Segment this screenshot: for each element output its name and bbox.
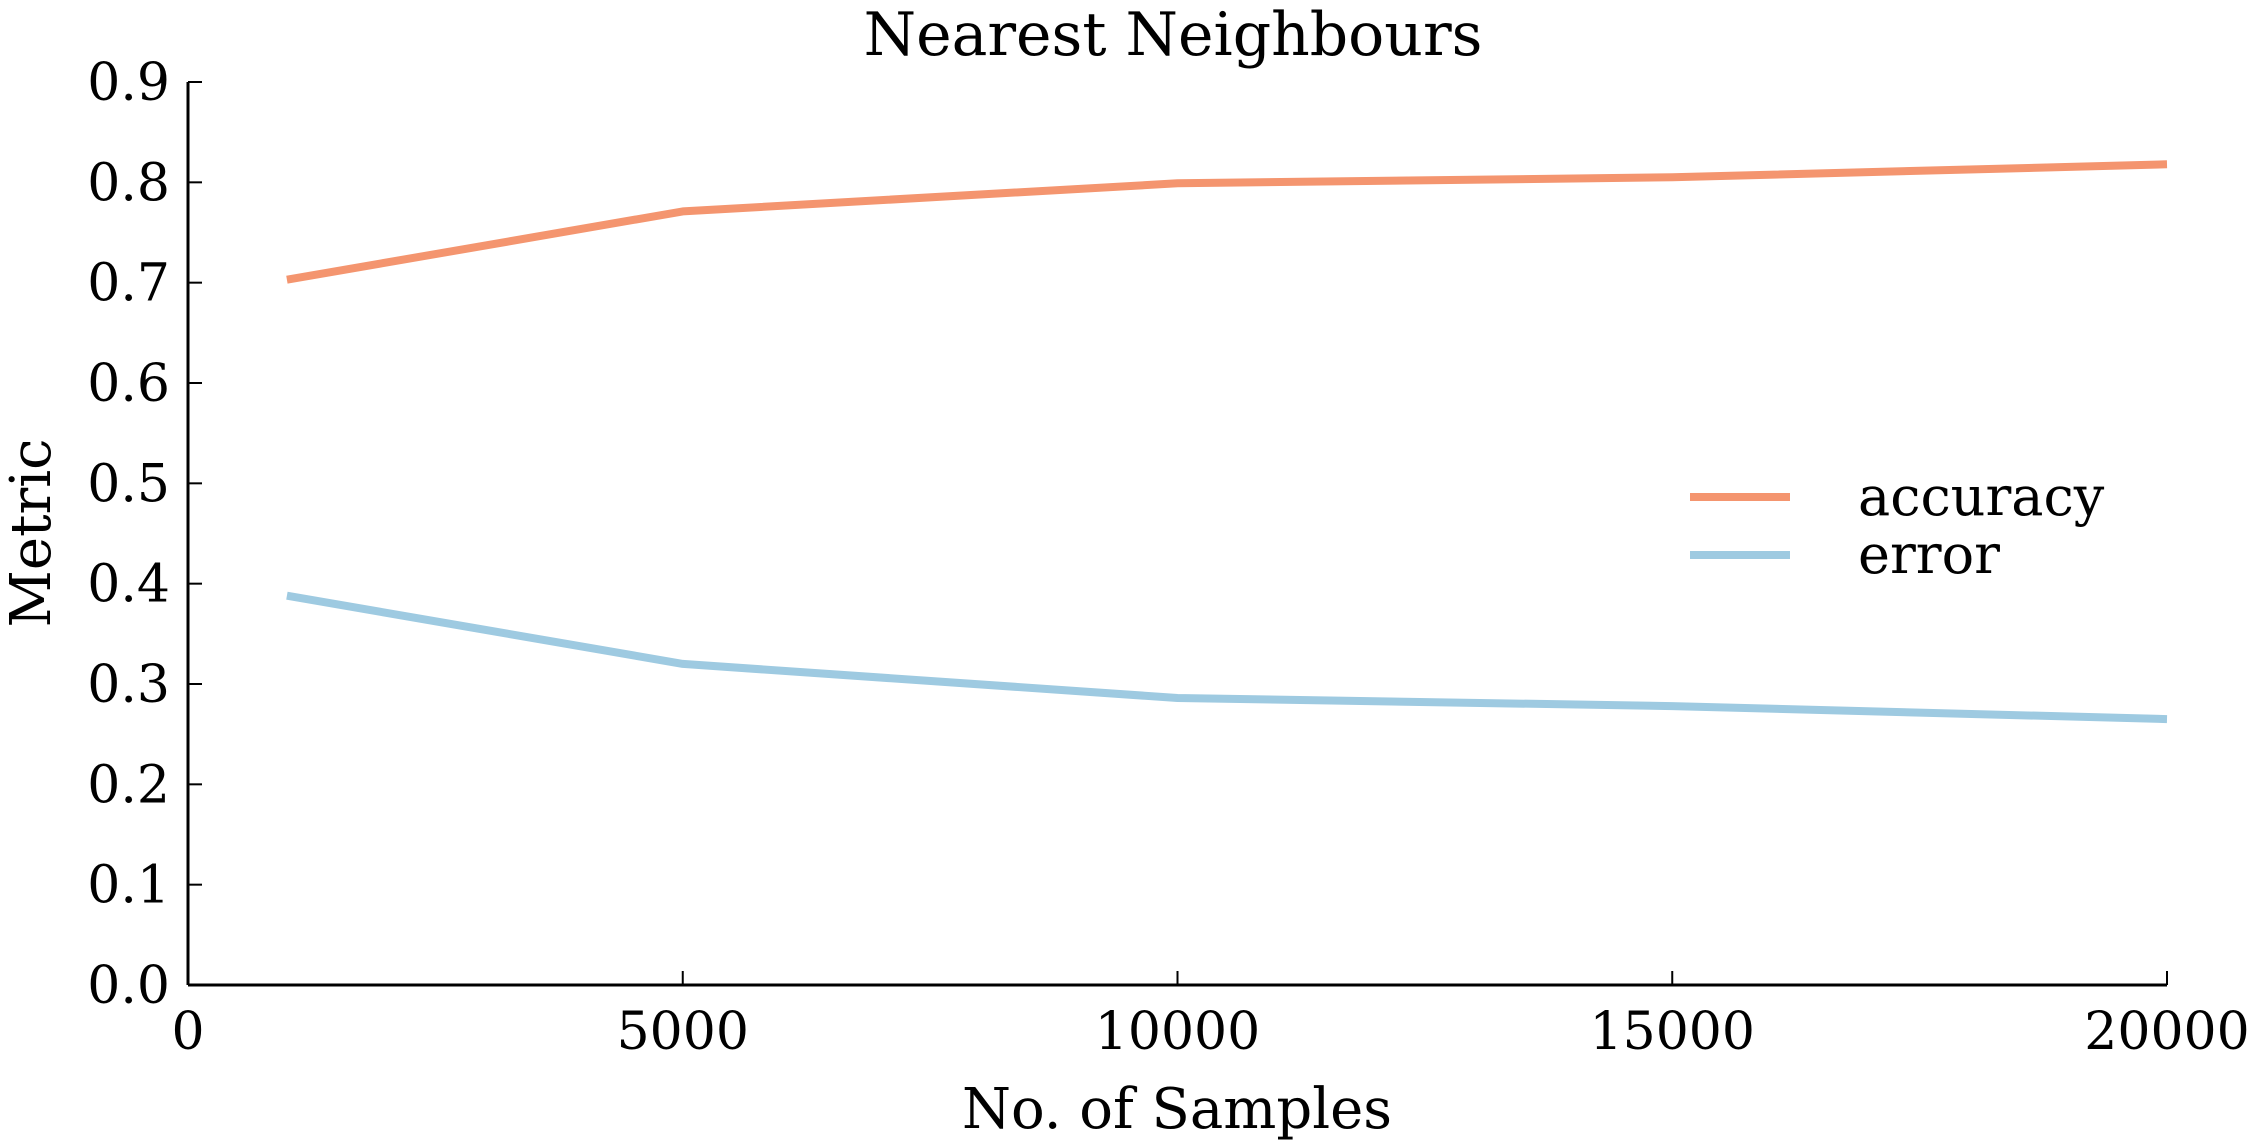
y-tick-label: 0.9 [87, 53, 170, 113]
y-tick-label: 0.3 [87, 655, 170, 715]
legend-label-accuracy: accuracy [1858, 465, 2105, 528]
x-tick-labels: 0 5000 10000 15000 20000 [171, 1002, 2249, 1062]
y-tick-labels: 0.0 0.1 0.2 0.3 0.4 0.5 0.6 0.7 0.8 0.9 [87, 53, 170, 1016]
x-tick-label: 10000 [1095, 1002, 1260, 1062]
chart-title: Nearest Neighbours [864, 0, 1483, 70]
y-tick-label: 0.5 [87, 454, 170, 514]
y-tick-label: 0.6 [87, 354, 170, 414]
y-tick-label: 0.7 [87, 254, 170, 314]
x-tick-label: 5000 [617, 1002, 749, 1062]
y-tick-label: 0.4 [87, 555, 170, 615]
series-lines [286, 160, 2168, 724]
series-line-accuracy [286, 160, 2168, 284]
y-tick-label: 0.0 [87, 956, 170, 1016]
x-tick-label: 20000 [2084, 1002, 2249, 1062]
x-tick-label: 0 [171, 1002, 204, 1062]
y-tick-label: 0.1 [87, 856, 170, 916]
x-axis-label: No. of Samples [962, 1077, 1392, 1142]
x-tick-label: 15000 [1590, 1002, 1755, 1062]
y-tick-label: 0.2 [87, 755, 170, 815]
y-axis-label: Metric [0, 438, 64, 627]
legend-label-error: error [1858, 523, 2000, 586]
y-tick-label: 0.8 [87, 153, 170, 213]
series-line-error [286, 591, 2168, 724]
